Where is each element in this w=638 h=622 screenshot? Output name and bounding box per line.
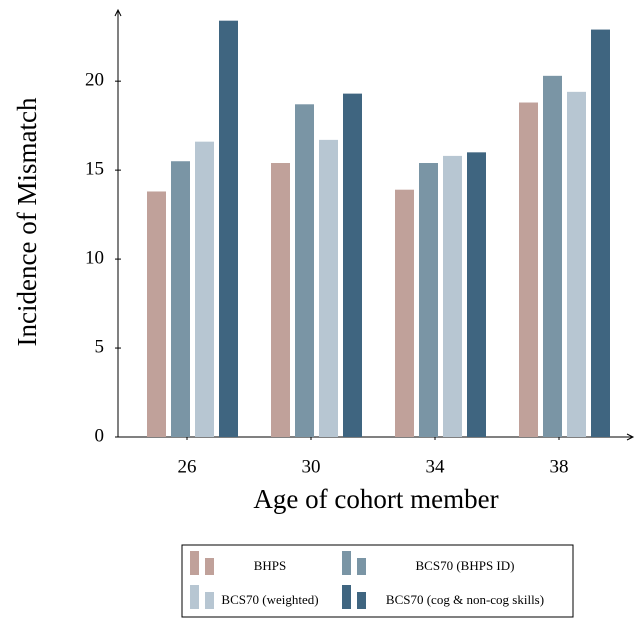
legend-label: BHPS <box>254 558 287 573</box>
bar <box>295 104 314 437</box>
bar <box>567 91 586 437</box>
bar <box>419 163 438 437</box>
legend-swatch <box>205 558 214 575</box>
bar <box>395 189 414 437</box>
y-tick-label: 0 <box>95 425 105 446</box>
legend-label: BCS70 (weighted) <box>221 592 318 607</box>
legend-swatch <box>342 551 351 575</box>
bar <box>319 139 338 438</box>
x-axis-label: Age of cohort member <box>253 484 498 514</box>
legend-swatch <box>190 585 199 609</box>
bar <box>271 163 290 437</box>
y-axis-arrow <box>114 8 122 17</box>
legend-label: BCS70 (BHPS ID) <box>416 558 515 573</box>
bar <box>443 155 462 437</box>
y-tick-label: 15 <box>85 158 104 179</box>
bar <box>343 93 362 437</box>
bar <box>219 20 238 438</box>
bar <box>467 152 486 438</box>
bar <box>543 75 562 438</box>
legend-label: BCS70 (cog & non-cog skills) <box>386 592 544 607</box>
legend-swatch <box>342 585 351 609</box>
legend-swatch <box>357 592 366 609</box>
x-tick-label: 38 <box>550 456 569 477</box>
x-tick-label: 34 <box>426 456 446 477</box>
bar <box>147 191 166 437</box>
x-tick-label: 26 <box>178 456 197 477</box>
legend-swatch <box>205 592 214 609</box>
legend-swatch <box>357 558 366 575</box>
bar <box>195 141 214 438</box>
x-axis-arrow <box>626 433 635 441</box>
legend-box <box>181 544 574 618</box>
x-tick-label: 30 <box>302 456 321 477</box>
bar <box>519 102 538 438</box>
y-tick-label: 5 <box>95 336 105 357</box>
y-axis-label: Incidence of Mismatch <box>12 97 42 346</box>
y-tick-label: 20 <box>85 70 104 91</box>
y-tick-label: 10 <box>85 247 104 268</box>
bar <box>591 29 610 438</box>
bar <box>171 161 190 437</box>
legend-swatch <box>190 551 199 575</box>
